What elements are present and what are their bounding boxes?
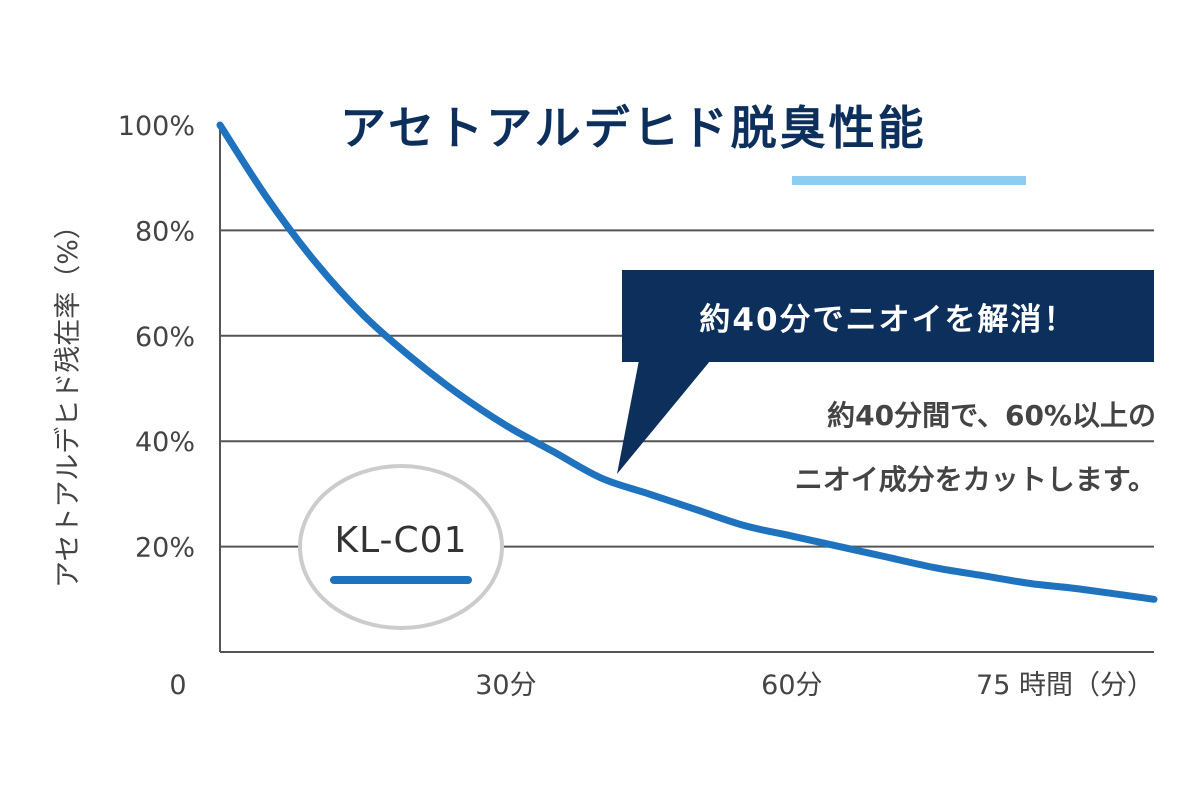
y-tick-label: 100% (118, 111, 195, 142)
callout-box: 約40分でニオイを解消！ (622, 270, 1154, 362)
x-tick-labels: 0 30分 60分 75 時間（分） (169, 670, 1154, 701)
y-tick-label: 60% (135, 322, 195, 353)
y-tick-label: 80% (135, 216, 195, 247)
callout-text: 約40分でニオイを解消！ (699, 301, 1077, 338)
x-tick-label: 0 (169, 670, 186, 701)
model-label: KL-C01 (334, 520, 468, 561)
y-tick-label: 40% (135, 427, 195, 458)
y-tick-label: 20% (135, 533, 195, 564)
x-tick-label: 60分 (761, 670, 822, 701)
model-badge: KL-C01 (298, 464, 504, 630)
chart-title: アセトアルデヒド脱臭性能 (340, 101, 927, 155)
model-legend-swatch (330, 576, 472, 584)
note-line-2: ニオイ成分をカットします。 (794, 463, 1156, 496)
callout-pointer (617, 355, 715, 474)
x-tick-label: 30分 (475, 670, 536, 701)
x-tick-label: 75 時間（分） (976, 670, 1154, 701)
y-tick-labels: 100% 80% 60% 40% 20% (118, 111, 195, 564)
series-line (216, 121, 1158, 603)
y-axis-label: アセトアルデヒド残在率（%） (53, 212, 84, 588)
title-underline (792, 176, 1026, 185)
note-line-1: 約40分間で、60%以上の (827, 399, 1156, 432)
